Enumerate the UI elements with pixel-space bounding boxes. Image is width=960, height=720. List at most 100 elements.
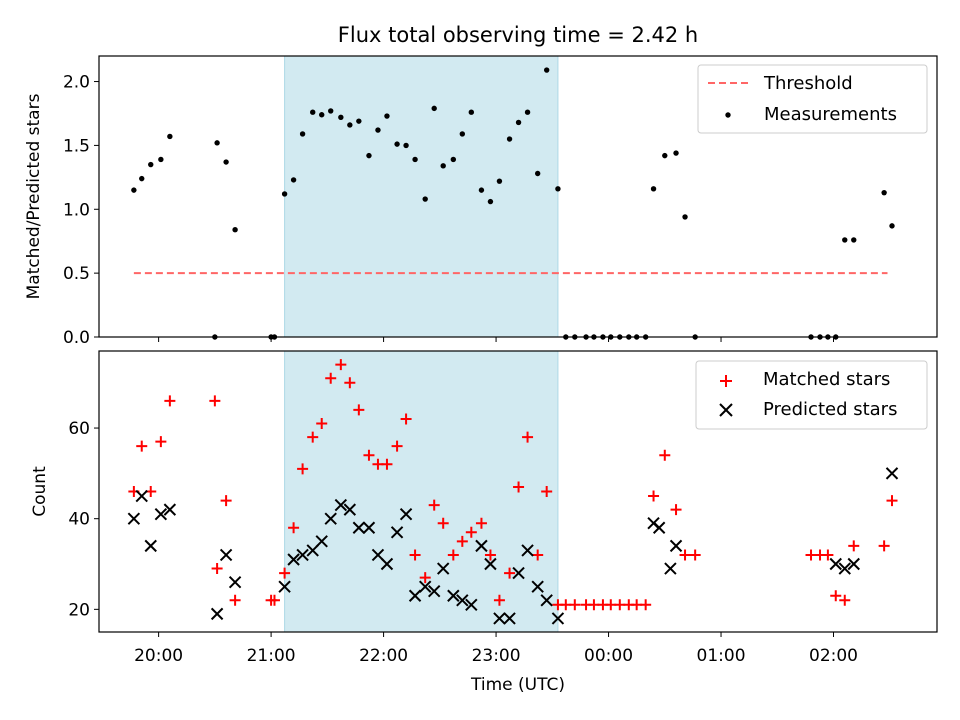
matched-star-point	[268, 594, 280, 606]
bottom-xtick-label: 23:00	[472, 646, 521, 666]
predicted-star-point	[503, 612, 516, 625]
predicted-star-point	[512, 566, 525, 580]
matched-star-point	[211, 563, 223, 575]
top-ylabel: Matched/Predicted stars	[24, 93, 44, 299]
matched-star-point	[648, 490, 660, 502]
matched-star-point	[400, 413, 412, 425]
measurement-point	[506, 136, 513, 142]
bottom-xtick-label: 20:00	[134, 646, 183, 666]
top-ytick-label: 1.0	[63, 200, 90, 220]
measurement-point	[310, 109, 316, 115]
matched-star-point	[822, 549, 834, 561]
predicted-star-point	[135, 489, 148, 503]
measurement-point	[384, 113, 390, 119]
predicted-star-point	[380, 557, 394, 571]
bottom-ytick-label: 60	[68, 419, 90, 439]
measurement-point	[167, 133, 173, 140]
matched-star-point	[209, 395, 221, 407]
top-legend: Threshold Measurements	[697, 64, 928, 134]
measurement-point	[450, 156, 457, 163]
matched-star-point	[391, 440, 403, 452]
measurement-point	[214, 140, 220, 146]
top-panel: 0.00.51.01.52.0 Matched/Predicted stars …	[24, 55, 938, 348]
measurement-point	[148, 161, 154, 168]
matched-star-point	[659, 449, 671, 461]
measurement-point	[881, 189, 887, 196]
measurement-point	[139, 175, 145, 182]
bottom-xtick-label: 00:00	[584, 646, 633, 666]
matched-star-point	[839, 594, 851, 606]
top-plot-frame	[98, 55, 938, 338]
measurement-point	[394, 141, 400, 147]
predicted-legend-swatch	[719, 403, 733, 417]
predicted-star-point	[315, 535, 328, 548]
top-ytick-label: 0.5	[63, 264, 90, 284]
predicted-star-point	[475, 539, 488, 553]
bottom-xlabel: Time (UTC)	[470, 675, 565, 695]
predicted-star-point	[163, 503, 177, 516]
top-legend-box	[697, 64, 928, 134]
bottom-ylabel: Count	[30, 466, 50, 517]
measurement-point	[650, 186, 657, 192]
matched-star-point	[229, 594, 241, 606]
matched-star-point	[419, 572, 431, 584]
bottom-xtick-label: 02:00	[809, 646, 858, 666]
predicted-star-point	[390, 526, 404, 539]
matched-star-point	[670, 504, 682, 516]
matched-star-point	[447, 549, 459, 561]
bottom-ytick-label: 40	[68, 510, 90, 530]
measurement-point	[422, 196, 428, 202]
matched-star-point	[297, 463, 309, 475]
measurement-point	[232, 227, 238, 233]
top-ytick-label: 0.0	[63, 328, 90, 348]
measurement-point	[487, 198, 494, 205]
matched-star-point	[484, 549, 496, 561]
measurement-point	[299, 131, 306, 137]
matched-star-point	[522, 431, 534, 443]
measurement-point	[543, 67, 550, 73]
predicted-star-point	[427, 585, 441, 598]
measurement-point	[468, 109, 475, 115]
predicted-star-point	[287, 553, 300, 566]
measurement-point	[534, 170, 541, 177]
matched-star-point	[288, 522, 300, 534]
predicted-star-point	[493, 612, 506, 625]
measurement-point	[662, 152, 668, 159]
predicted-star-point	[352, 521, 366, 534]
measurement-point	[375, 127, 381, 133]
matched-star-point	[886, 495, 898, 507]
matched-star-point	[279, 567, 291, 579]
matched-star-point	[363, 449, 375, 461]
matched-star-point	[830, 590, 842, 602]
matched-star-point	[513, 481, 525, 493]
measurements-legend-label: Measurements	[764, 104, 897, 125]
predicted-star-point	[551, 612, 565, 625]
matched-star-point	[164, 395, 176, 407]
matched-star-point	[409, 549, 421, 561]
measurement-point	[290, 177, 297, 183]
predicted-star-point	[465, 598, 478, 612]
measurements-legend-swatch	[725, 112, 731, 118]
measurement-point	[223, 159, 229, 165]
predicted-star-point	[154, 507, 168, 521]
matched-star-point	[532, 549, 544, 561]
measurement-point	[356, 118, 362, 124]
matched-star-point	[689, 549, 701, 561]
matched-star-point	[475, 517, 487, 529]
matched-star-point	[353, 404, 365, 416]
measurement-point	[555, 186, 561, 192]
predicted-star-point	[324, 512, 337, 525]
measurement-point	[842, 237, 848, 243]
measurement-point	[459, 131, 466, 137]
measurement-point	[478, 187, 485, 193]
matched-star-point	[541, 486, 553, 497]
matched-star-point	[878, 540, 890, 552]
predicted-star-point	[228, 575, 242, 589]
predicted-star-point	[447, 589, 460, 602]
observing-window-shade	[284, 350, 559, 633]
predicted-star-point	[436, 562, 450, 575]
measurement-point	[347, 122, 353, 128]
measurement-point	[281, 191, 288, 197]
bottom-panel: 20 40 60 20:00 21:00 22:00 23:00 00:00 01:00 02:0…	[30, 350, 938, 695]
